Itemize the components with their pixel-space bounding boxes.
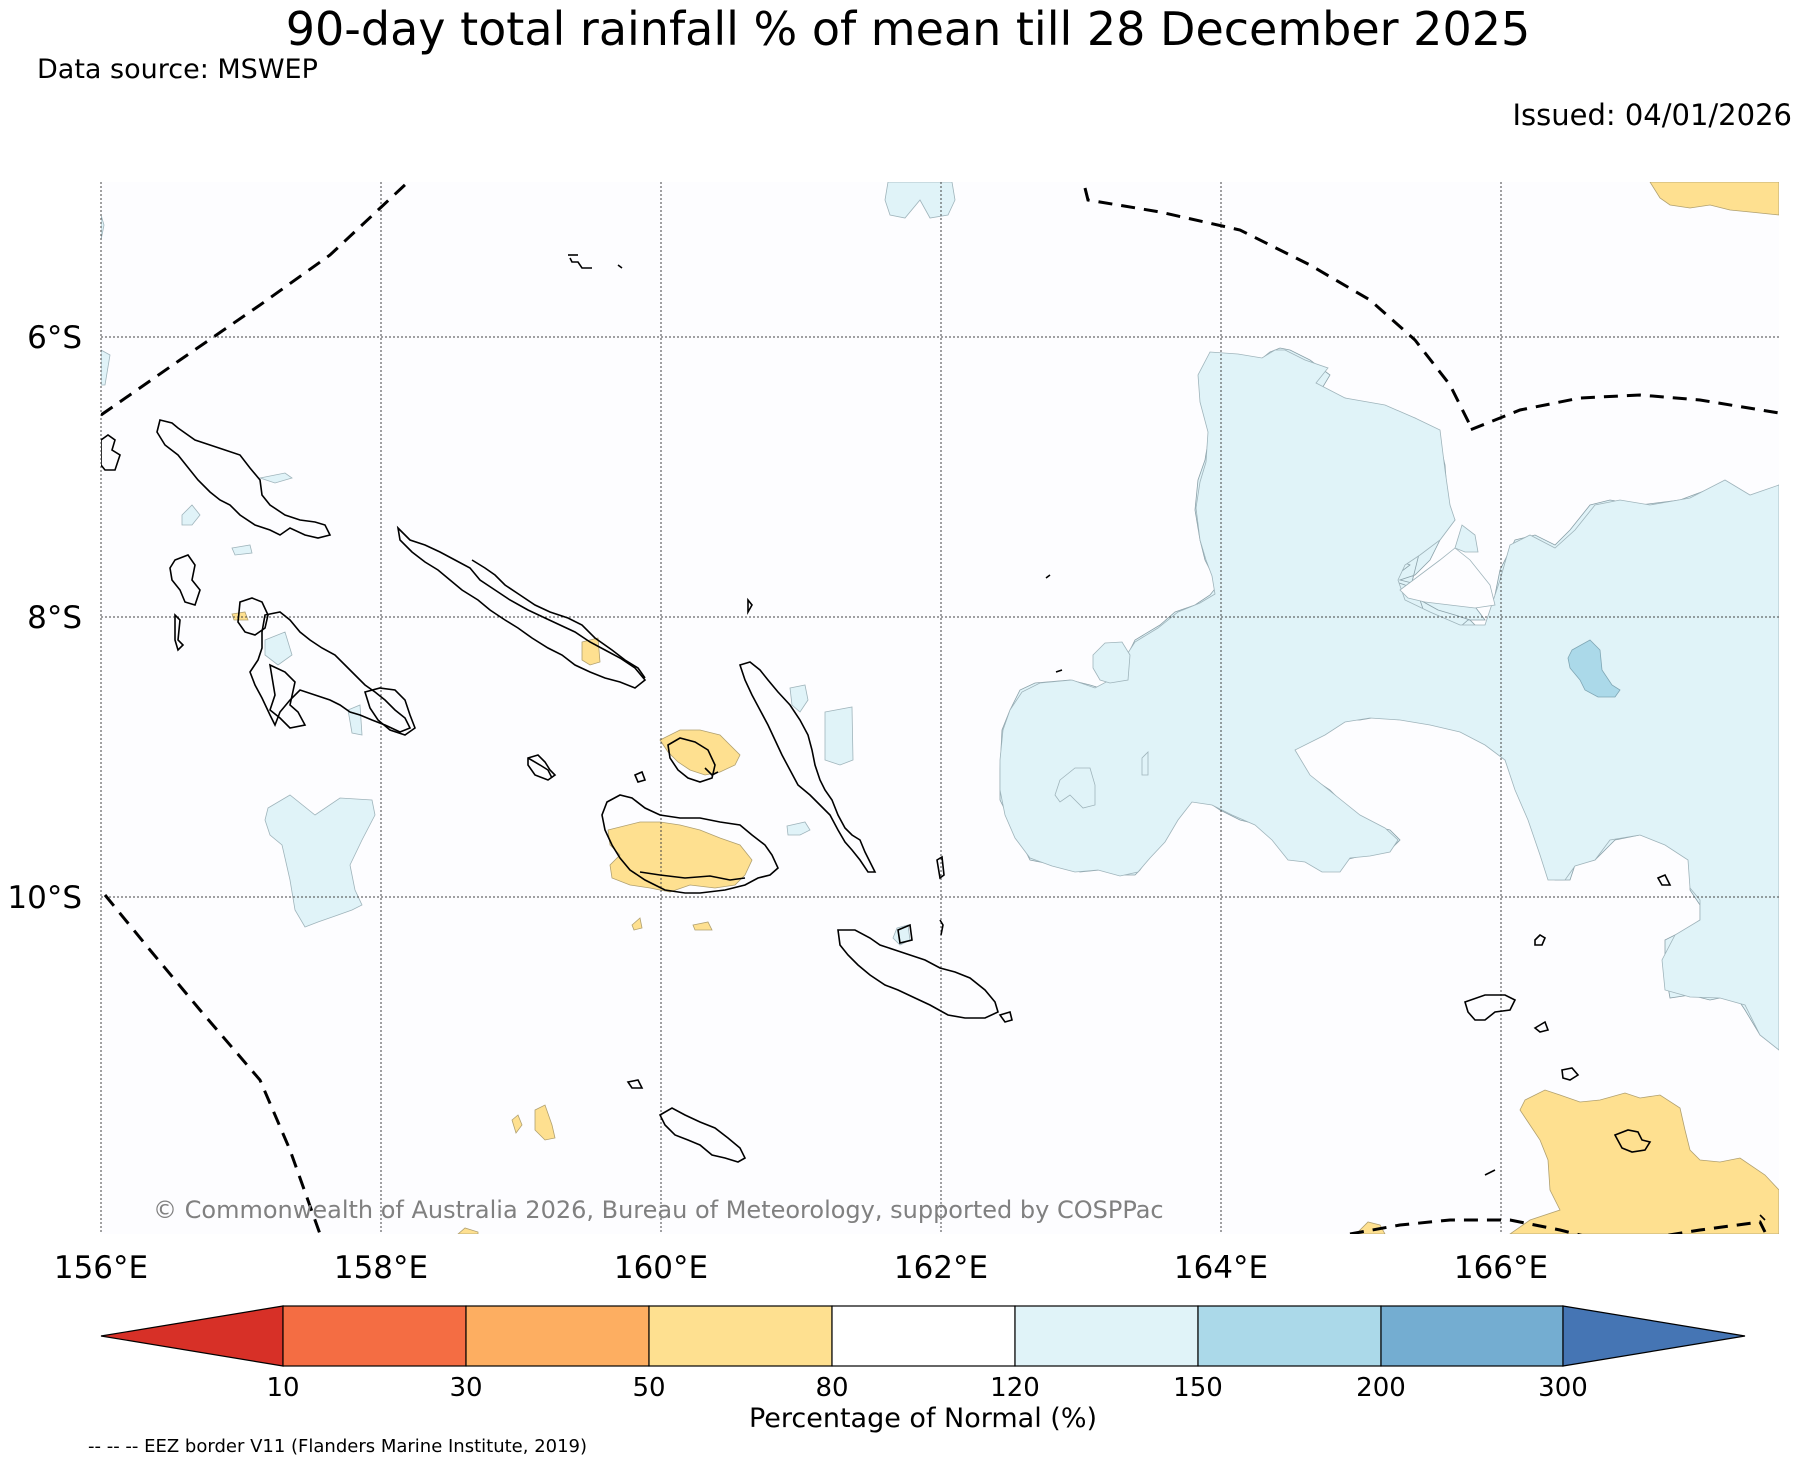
colorbar-200-300: [1380, 1305, 1564, 1367]
island-bougainville: [156, 419, 332, 539]
map-title: 90-day total rainfall % of mean till 28 …: [285, 2, 1531, 56]
lon-label-160e: 160°E: [614, 1250, 708, 1286]
colorbar-10-30: [282, 1305, 467, 1367]
lat-label-6s: 6°S: [27, 320, 82, 356]
island-malaita: [738, 661, 877, 873]
colorbar-tick: 50: [632, 1373, 665, 1403]
coastlines: [101, 254, 1766, 1221]
colorbar-tick: 150: [1173, 1373, 1223, 1403]
lat-label-8s: 8°S: [27, 600, 82, 636]
lon-label-166e: 166°E: [1454, 1250, 1548, 1286]
colorbar-80-120: [831, 1305, 1016, 1367]
eez-legend-note: -- -- -- EEZ border V11 (Flanders Marine…: [88, 1436, 588, 1457]
lat-label-10s: 10°S: [7, 880, 82, 916]
colorbar-tick: 300: [1538, 1373, 1588, 1403]
colorbar-tick: 30: [449, 1373, 482, 1403]
eez-borders: [101, 182, 1779, 1234]
graticule: [100, 182, 1779, 1234]
lon-label-164e: 164°E: [1174, 1250, 1268, 1286]
rainfall-anomaly-layer: [101, 182, 1779, 1234]
colorbar-150-200: [1197, 1305, 1382, 1367]
island-vella-lavella: [237, 597, 269, 636]
island-rennell: [658, 1107, 747, 1163]
island-choiseul: [396, 525, 647, 689]
eez-border-se: [1349, 1218, 1767, 1234]
lon-label-156e: 156°E: [54, 1250, 148, 1286]
eez-border-sw: [103, 894, 322, 1234]
island-new-georgia: [249, 611, 412, 733]
colorbar: [100, 1305, 1746, 1367]
colorbar-50-80: [648, 1305, 833, 1367]
colorbar-above-300: [1562, 1305, 1746, 1367]
anomaly-region-150-200: [1567, 639, 1621, 698]
data-source: Data source: MSWEP: [37, 54, 318, 85]
island-guadalcanal: [601, 794, 779, 894]
island-ranongga: [169, 554, 201, 606]
colorbar-label: Percentage of Normal (%): [749, 1403, 1097, 1434]
island-florida: [667, 737, 716, 783]
island-santa-isabel: [471, 559, 646, 679]
colorbar-tick: 10: [266, 1373, 299, 1403]
colorbar-120-150: [1014, 1305, 1199, 1367]
anomaly-region-50-80-south: [1509, 1089, 1779, 1234]
lon-label-162e: 162°E: [894, 1250, 988, 1286]
issued-date: Issued: 04/01/2026: [1512, 98, 1792, 132]
colorbar-30-50: [465, 1305, 650, 1367]
colorbar-tick: 120: [990, 1373, 1040, 1403]
colorbar-tick: 80: [815, 1373, 848, 1403]
copyright-notice: © Commonwealth of Australia 2026, Bureau…: [153, 1196, 1164, 1224]
colorbar-tick: 200: [1356, 1373, 1406, 1403]
island-makira: [837, 929, 999, 1019]
eez-border-nw: [101, 182, 410, 417]
lon-label-158e: 158°E: [334, 1250, 428, 1286]
colorbar-below-10: [100, 1305, 284, 1367]
